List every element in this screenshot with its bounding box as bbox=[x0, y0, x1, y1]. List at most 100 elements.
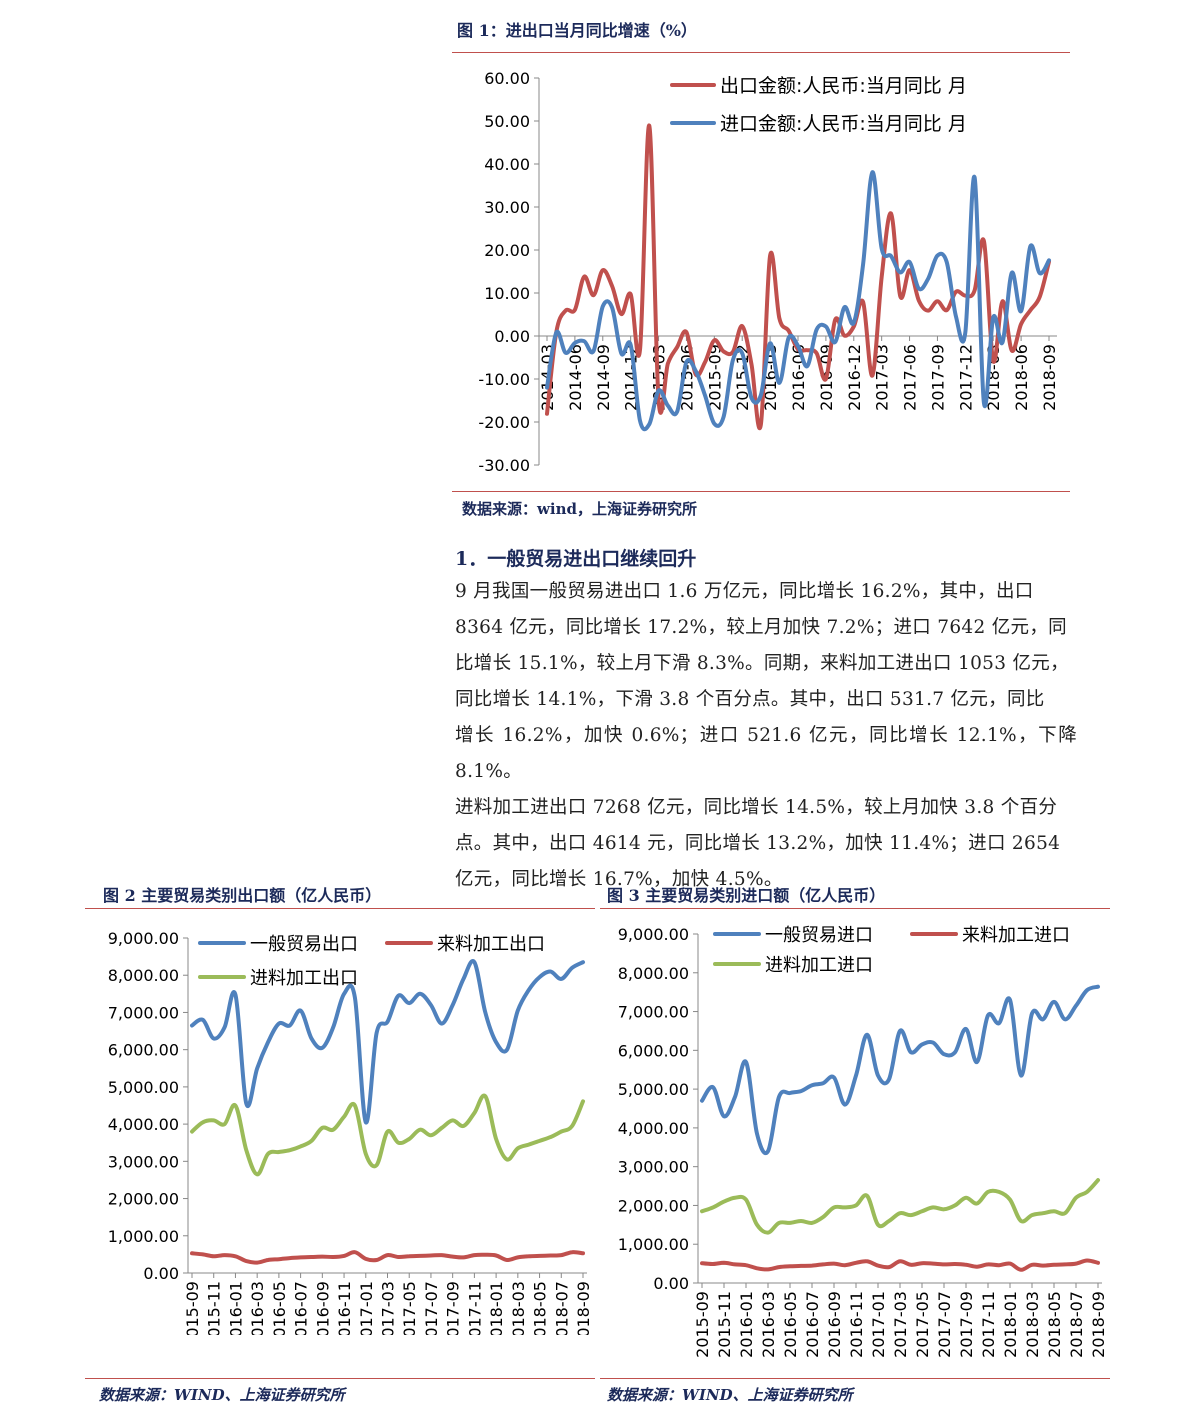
y-tick-label: 6,000.00 bbox=[618, 1041, 689, 1060]
x-tick-label: 2016-01 bbox=[226, 1281, 245, 1335]
series-line bbox=[190, 959, 585, 1125]
x-tick-label: 2018-09 bbox=[574, 1281, 593, 1335]
y-tick-label: 4,000.00 bbox=[618, 1119, 689, 1138]
figure-3-chart: 9,000.00 8,000.00 7,000.00 6,000.00 5,000.00… bbox=[618, 925, 1108, 1358]
series-line bbox=[190, 1250, 585, 1265]
y-tick-label: 0.00 bbox=[494, 327, 530, 346]
x-tick-label: 2018-07 bbox=[1067, 1291, 1086, 1358]
section-body: 9 月我国一般贸易进出口 1.6 万亿元，同比增长 16.2%，其中，出口 83… bbox=[455, 574, 1077, 898]
y-tick-label: 9,000.00 bbox=[618, 925, 689, 944]
x-tick-label: 2016-03 bbox=[759, 1291, 778, 1358]
y-tick-label: 3,000.00 bbox=[618, 1158, 689, 1177]
x-tick-label: 2017-05 bbox=[913, 1291, 932, 1358]
x-tick-label: 2015-12 bbox=[733, 344, 752, 411]
x-tick-label: 2015-11 bbox=[715, 1291, 734, 1358]
figure-1-title: 图 1：进出口当月同比增速（%） bbox=[457, 21, 697, 40]
x-tick-label: 2017-03 bbox=[873, 344, 892, 411]
x-tick-label: 2015-09 bbox=[693, 1291, 712, 1358]
x-tick-label: 2018-09 bbox=[1089, 1291, 1108, 1358]
figure-1-top-rule bbox=[452, 52, 1070, 53]
x-tick-label: 2017-07 bbox=[422, 1281, 441, 1335]
x-tick-label: 2018-01 bbox=[1001, 1291, 1020, 1358]
body-line: 亿元，同比增长 16.7%，加快 4.5%。 bbox=[455, 869, 783, 890]
x-tick-label: 2014-09 bbox=[594, 344, 613, 411]
y-tick-label: 10.00 bbox=[484, 284, 530, 303]
figure-3-bottom-rule bbox=[600, 1378, 1110, 1379]
y-tick-label: 7,000.00 bbox=[108, 1003, 179, 1022]
y-tick-label: 4,000.00 bbox=[108, 1115, 179, 1134]
legend-label: 来料加工进口 bbox=[962, 925, 1070, 946]
y-tick-label: 50.00 bbox=[484, 112, 530, 131]
y-tick-label: 8,000.00 bbox=[108, 966, 179, 985]
figure-3-top-rule bbox=[600, 908, 1110, 909]
y-tick-label: 2,000.00 bbox=[108, 1190, 179, 1209]
x-tick-label: 2018-09 bbox=[1040, 344, 1059, 411]
series-line bbox=[700, 1258, 1100, 1272]
body-line: 进料加工进出口 7268 亿元，同比增长 14.5%，较上月加快 3.8 个百分 bbox=[455, 797, 1058, 818]
series-line bbox=[190, 1093, 585, 1177]
y-tick-label: 30.00 bbox=[484, 198, 530, 217]
x-tick-label: 2017-01 bbox=[869, 1291, 888, 1358]
x-tick-label: 2015-09 bbox=[705, 344, 724, 411]
x-tick-label: 2018-05 bbox=[531, 1281, 550, 1335]
x-tick-label: 2016-05 bbox=[270, 1281, 289, 1335]
y-tick-label: 60.00 bbox=[484, 69, 530, 88]
x-tick-label: 2016-03 bbox=[248, 1281, 267, 1335]
legend-label: 进料加工进口 bbox=[765, 955, 873, 976]
x-tick-label: 2017-03 bbox=[379, 1281, 398, 1335]
legend-label: 出口金额:人民币:当月同比 月 bbox=[720, 75, 967, 97]
x-tick-label: 2018-07 bbox=[552, 1281, 571, 1335]
x-tick-label: 2016-12 bbox=[845, 344, 864, 411]
legend-label: 一般贸易进口 bbox=[765, 925, 873, 946]
y-tick-label: 6,000.00 bbox=[108, 1041, 179, 1060]
x-tick-label: 2017-09 bbox=[444, 1281, 463, 1335]
x-tick-label: 2015-09 bbox=[183, 1281, 202, 1335]
x-tick-label: 2017-05 bbox=[400, 1281, 419, 1335]
figure-1-chart: 60.00 50.00 40.00 30.00 20.00 10.00 0.00 -10.00… bbox=[478, 69, 1059, 475]
y-tick-label: 8,000.00 bbox=[618, 964, 689, 983]
legend-label: 进料加工出口 bbox=[250, 968, 358, 989]
y-tick-label: 1,000.00 bbox=[108, 1227, 179, 1246]
x-tick-label: 2015-11 bbox=[205, 1281, 224, 1335]
x-tick-label: 2017-06 bbox=[901, 344, 920, 411]
figure-2-top-rule bbox=[85, 908, 595, 909]
figure-3-source: 数据来源：WIND、上海证券研究所 bbox=[607, 1386, 853, 1404]
x-tick-label: 2016-09 bbox=[825, 1291, 844, 1358]
body-line: 增长 16.2%，加快 0.6%；进口 521.6 亿元，同比增长 12.1%，… bbox=[455, 725, 1077, 782]
y-tick-label: 40.00 bbox=[484, 155, 530, 174]
figure-2-chart: 9,000.00 8,000.00 7,000.00 6,000.00 5,000.00… bbox=[108, 929, 593, 1335]
series-line bbox=[545, 170, 1051, 432]
figure-2-source: 数据来源：WIND、上海证券研究所 bbox=[99, 1386, 345, 1404]
y-tick-label: -30.00 bbox=[478, 456, 530, 475]
series-line bbox=[700, 984, 1100, 1156]
x-tick-label: 2017-09 bbox=[957, 1291, 976, 1358]
y-tick-label: 9,000.00 bbox=[108, 929, 179, 948]
x-tick-label: 2018-06 bbox=[1012, 344, 1031, 411]
y-tick-label: 2,000.00 bbox=[618, 1196, 689, 1215]
body-line: 比增长 15.1%，较上月下滑 8.3%。同期，来料加工进出口 1053 亿元， bbox=[455, 653, 1069, 674]
x-tick-label: 2017-11 bbox=[979, 1291, 998, 1358]
x-tick-label: 2017-12 bbox=[956, 344, 975, 411]
y-tick-label: -20.00 bbox=[478, 413, 530, 432]
x-tick-label: 2016-07 bbox=[292, 1281, 311, 1335]
x-tick-label: 2018-03 bbox=[509, 1281, 528, 1335]
y-tick-label: 0.00 bbox=[653, 1274, 689, 1293]
figure-3-title: 图 3 主要贸易类别进口额（亿人民币） bbox=[607, 886, 886, 905]
x-tick-label: 2017-09 bbox=[928, 344, 947, 411]
series-line bbox=[700, 1178, 1100, 1235]
x-tick-label: 2014-06 bbox=[566, 344, 585, 411]
body-line: 同比增长 14.1%，下滑 3.8 个百分点。其中，出口 531.7 亿元，同比 bbox=[455, 689, 1045, 710]
y-tick-label: 5,000.00 bbox=[618, 1080, 689, 1099]
x-tick-label: 2016-09 bbox=[313, 1281, 332, 1335]
x-tick-label: 2016-05 bbox=[781, 1291, 800, 1358]
legend-label: 来料加工出口 bbox=[437, 934, 545, 955]
x-tick-label: 2016-11 bbox=[335, 1281, 354, 1335]
x-tick-label: 2018-05 bbox=[1045, 1291, 1064, 1358]
x-tick-label: 2016-11 bbox=[847, 1291, 866, 1358]
body-line: 9 月我国一般贸易进出口 1.6 万亿元，同比增长 16.2%，其中，出口 bbox=[455, 581, 1034, 602]
y-tick-label: 3,000.00 bbox=[108, 1152, 179, 1171]
section-heading: 1．一般贸易进出口继续回升 bbox=[455, 548, 697, 570]
figure-1-bottom-rule bbox=[452, 491, 1070, 492]
series-line bbox=[545, 123, 1051, 431]
figure-2-title: 图 2 主要贸易类别出口额（亿人民币） bbox=[103, 886, 382, 905]
